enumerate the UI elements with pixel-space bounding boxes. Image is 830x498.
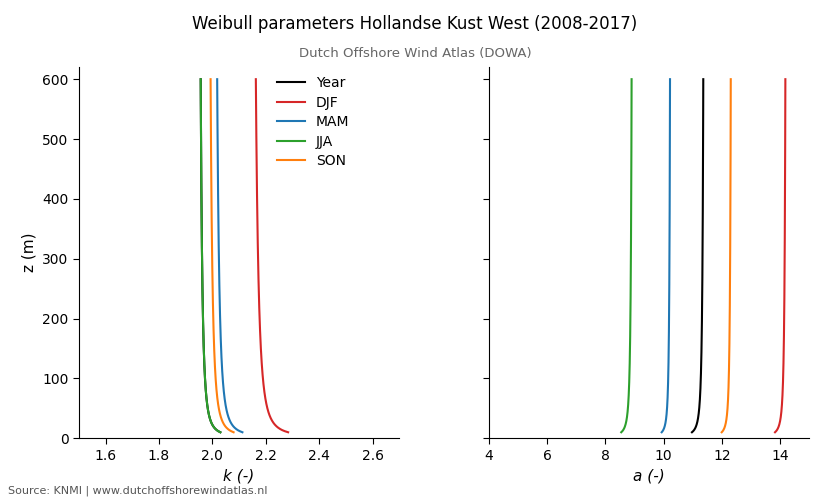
Year	[198, 286, 208, 292]
SON	[207, 187, 217, 193]
DJF	[283, 429, 293, 435]
JJA	[196, 147, 206, 153]
SON	[208, 274, 217, 280]
Year	[196, 147, 206, 153]
MAM	[214, 274, 224, 280]
Line: JJA: JJA	[201, 79, 220, 432]
DJF	[251, 147, 261, 153]
JJA	[215, 429, 225, 435]
X-axis label: k (-): k (-)	[223, 468, 255, 483]
MAM	[212, 147, 222, 153]
DJF	[260, 393, 270, 399]
SON	[208, 286, 217, 292]
JJA	[196, 76, 206, 82]
SON	[206, 154, 216, 160]
Year	[197, 187, 207, 193]
DJF	[254, 286, 264, 292]
MAM	[212, 76, 222, 82]
SON	[206, 147, 216, 153]
Line: Year: Year	[201, 79, 220, 432]
JJA	[198, 274, 208, 280]
MAM	[212, 154, 222, 160]
X-axis label: a (-): a (-)	[633, 468, 665, 483]
SON	[212, 393, 222, 399]
JJA	[197, 187, 207, 193]
DJF	[251, 76, 261, 82]
Year	[198, 274, 208, 280]
Line: DJF: DJF	[256, 79, 288, 432]
JJA	[198, 286, 208, 292]
JJA	[196, 154, 206, 160]
DJF	[251, 154, 261, 160]
MAM	[237, 429, 247, 435]
Line: MAM: MAM	[217, 79, 242, 432]
DJF	[252, 187, 262, 193]
MAM	[219, 393, 229, 399]
JJA	[202, 393, 212, 399]
MAM	[214, 286, 224, 292]
Line: SON: SON	[211, 79, 233, 432]
Text: Weibull parameters Hollandse Kust West (2008-2017): Weibull parameters Hollandse Kust West (…	[193, 15, 637, 33]
SON	[228, 429, 238, 435]
Year	[215, 429, 225, 435]
SON	[206, 76, 216, 82]
Year	[202, 393, 212, 399]
Text: Source: KNMI | www.dutchoffshorewindatlas.nl: Source: KNMI | www.dutchoffshorewindatla…	[8, 485, 268, 496]
Text: Dutch Offshore Wind Atlas (DOWA): Dutch Offshore Wind Atlas (DOWA)	[299, 47, 531, 60]
Legend: Year, DJF, MAM, JJA, SON: Year, DJF, MAM, JJA, SON	[271, 70, 355, 174]
Year	[196, 154, 206, 160]
DJF	[253, 274, 263, 280]
Year	[196, 76, 206, 82]
Y-axis label: z (m): z (m)	[22, 233, 37, 272]
MAM	[213, 187, 223, 193]
